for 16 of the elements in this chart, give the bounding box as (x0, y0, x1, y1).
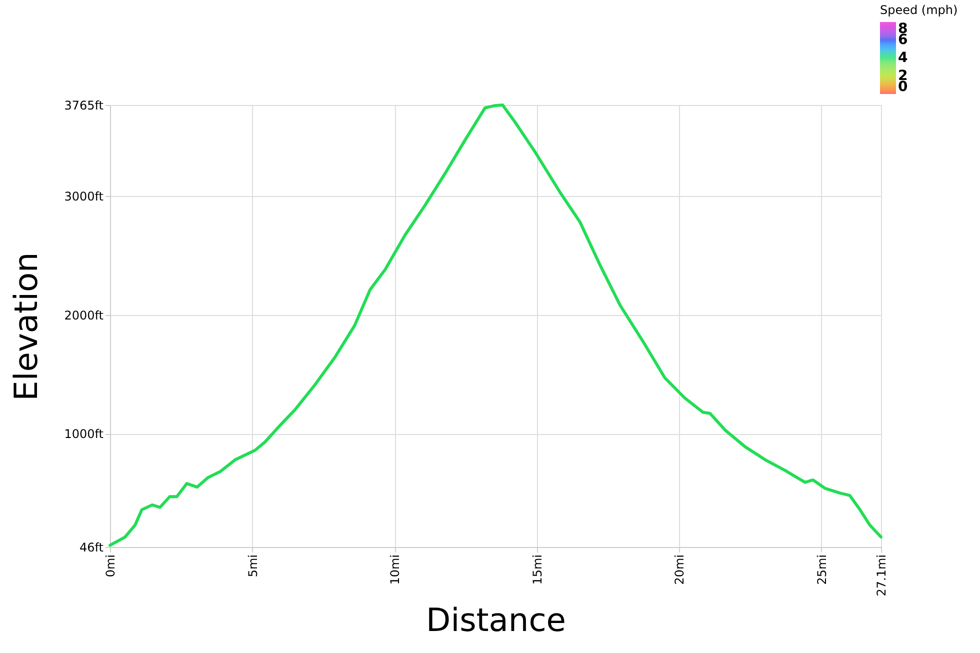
x-tick-label: 0mi (104, 554, 118, 578)
y-tick-label: 3000ft (64, 189, 104, 204)
x-axis-title: Distance (426, 601, 566, 640)
y-tick-label: 2000ft (64, 308, 104, 322)
x-tick-label: 5mi (246, 554, 260, 578)
x-tick-label: 10mi (388, 554, 402, 585)
color-bar-title: Speed (mph) (880, 3, 958, 17)
color-bar-label: 4 (898, 50, 908, 66)
y-tick-label: 46ft (80, 540, 104, 554)
y-axis-title: Elevation (7, 252, 46, 401)
x-tick-label: 20mi (672, 554, 687, 585)
x-tick-label: 25mi (814, 554, 829, 585)
x-tick-label: 15mi (530, 554, 544, 585)
y-tick-label: 3765ft (64, 98, 104, 112)
x-tick-label: 27.1mi (874, 554, 888, 596)
y-tick-label: 1000ft (64, 427, 104, 442)
